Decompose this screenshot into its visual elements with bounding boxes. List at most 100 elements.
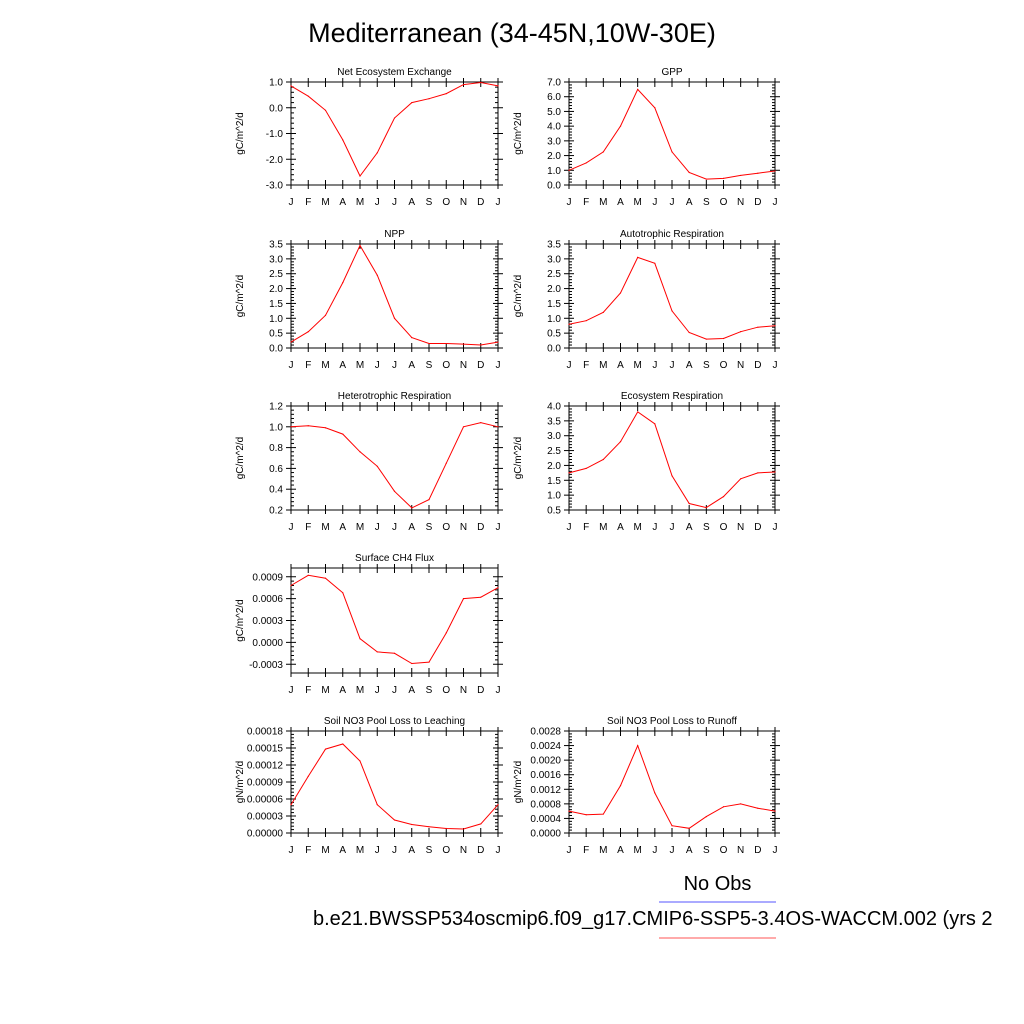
x-tick-label: N <box>460 360 467 371</box>
y-tick-label: 3.5 <box>269 240 283 251</box>
data-point <box>376 804 378 806</box>
data-point <box>740 803 742 805</box>
x-tick-label: J <box>567 845 572 856</box>
y-tick-label: 0.0024 <box>530 741 561 752</box>
data-point <box>376 152 378 154</box>
y-tick-label: 2.5 <box>547 446 561 457</box>
panel-title: Soil NO3 Pool Loss to Runoff <box>607 716 737 727</box>
data-point <box>705 816 707 818</box>
x-tick-label: A <box>339 522 346 533</box>
data-point <box>411 662 413 665</box>
x-tick-label: J <box>392 360 397 371</box>
data-point <box>462 343 465 345</box>
data-point <box>324 748 327 750</box>
x-tick-label: S <box>703 845 710 856</box>
data-point <box>462 426 465 428</box>
data-point <box>393 652 396 654</box>
panel-title: NPP <box>384 229 405 240</box>
data-point <box>705 338 707 340</box>
data-point <box>393 819 396 821</box>
data-point <box>462 828 465 830</box>
series-line <box>290 81 499 177</box>
data-point <box>411 507 413 509</box>
plot-frame <box>290 567 499 674</box>
data-point <box>757 807 759 809</box>
data-point <box>324 577 327 579</box>
data-point <box>568 810 570 812</box>
y-tick-label: 5.0 <box>547 107 561 118</box>
data-point <box>722 177 725 179</box>
data-point <box>688 827 690 829</box>
x-tick-label: D <box>754 522 761 533</box>
data-point <box>445 342 447 345</box>
y-tick-label: 6.0 <box>547 92 561 103</box>
data-point <box>637 256 639 258</box>
x-tick-label: J <box>289 522 294 533</box>
y-tick-label: 1.0 <box>547 166 561 177</box>
data-point <box>480 81 482 84</box>
data-point <box>619 785 622 787</box>
x-tick-label: F <box>583 197 589 208</box>
y-tick-label: 0.0 <box>269 103 283 114</box>
x-tick-label: J <box>670 522 675 533</box>
x-tick-label: N <box>737 845 744 856</box>
data-point <box>705 507 707 509</box>
data-point <box>602 813 604 815</box>
x-tick-label: A <box>686 197 693 208</box>
y-tick-label: 3.5 <box>547 416 561 427</box>
x-tick-label: O <box>720 197 728 208</box>
x-tick-label: S <box>426 522 433 533</box>
data-point <box>393 490 396 492</box>
series-line <box>290 574 499 665</box>
data-point <box>568 169 570 171</box>
y-tick-label: 7.0 <box>547 78 561 89</box>
data-point <box>324 314 327 316</box>
x-tick-label: D <box>477 197 484 208</box>
x-tick-label: O <box>442 685 450 696</box>
y-tick-label: 0.00006 <box>247 795 284 806</box>
panel-title: Autotrophic Respiration <box>620 229 724 240</box>
y-tick-label: 1.0 <box>269 78 283 89</box>
y-axis-label: gC/m^2/d <box>235 599 246 642</box>
data-point <box>445 462 447 464</box>
data-point <box>307 331 309 333</box>
data-point <box>722 496 725 498</box>
x-tick-label: J <box>375 522 380 533</box>
data-point <box>568 323 570 325</box>
x-tick-label: S <box>426 845 433 856</box>
x-tick-label: J <box>567 360 572 371</box>
y-tick-label: 0.0008 <box>530 799 561 810</box>
data-point <box>497 426 499 428</box>
data-point <box>290 584 292 587</box>
x-tick-label: M <box>321 197 329 208</box>
x-tick-label: J <box>652 845 657 856</box>
data-point <box>688 171 690 174</box>
y-tick-label: 1.5 <box>547 299 561 310</box>
y-tick-label: 0.5 <box>547 329 561 340</box>
y-tick-label: 0.00003 <box>247 812 284 823</box>
data-point <box>462 598 465 600</box>
data-point <box>428 661 430 663</box>
panel-title: Ecosystem Respiration <box>621 391 723 402</box>
x-tick-label: A <box>408 845 415 856</box>
data-point <box>654 107 656 109</box>
x-tick-label: J <box>375 197 380 208</box>
x-tick-label: A <box>617 197 624 208</box>
y-tick-label: 0.0009 <box>252 572 283 583</box>
x-tick-label: F <box>305 360 311 371</box>
x-tick-label: F <box>583 522 589 533</box>
x-tick-label: N <box>460 845 467 856</box>
data-point <box>342 592 344 594</box>
y-tick-label: -2.0 <box>266 155 284 166</box>
x-tick-label: J <box>392 197 397 208</box>
y-tick-label: 3.0 <box>269 254 283 265</box>
y-tick-label: 0.0020 <box>530 756 561 767</box>
x-tick-label: J <box>289 685 294 696</box>
x-tick-label: M <box>321 685 329 696</box>
x-tick-label: J <box>289 197 294 208</box>
x-tick-label: M <box>633 197 641 208</box>
x-tick-label: A <box>686 522 693 533</box>
data-point <box>774 471 776 473</box>
data-point <box>774 170 776 172</box>
x-tick-label: J <box>496 845 501 856</box>
